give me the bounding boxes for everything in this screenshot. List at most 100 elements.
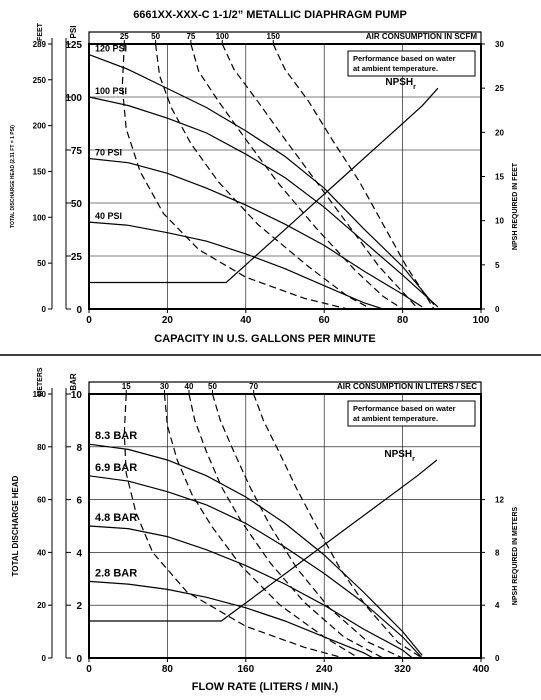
left-outer-tick-label: 40	[37, 548, 46, 557]
air-curve-75	[190, 43, 403, 310]
x-tick-label: 80	[162, 664, 174, 675]
npsh-label: NPSHr	[384, 449, 415, 463]
series-label: 6.9 BAR	[95, 462, 137, 474]
top-tick-label: 75	[186, 32, 195, 41]
right-tick-label: 12	[495, 496, 504, 505]
right-tick-label: 5	[495, 261, 500, 270]
top-tick-label: 30	[160, 382, 169, 391]
left-outer-tick-label: 100	[33, 390, 47, 399]
series-label: 120 PSI	[95, 44, 127, 54]
x-axis-label: FLOW RATE (LITERS / MIN.)	[192, 681, 339, 693]
right-axis-label: NPSH REQUIRED IN METERS	[512, 506, 519, 605]
left-outer-tick-label: 80	[37, 443, 46, 452]
series-line-40-psi	[88, 221, 384, 310]
npsh-label-subscript: r	[413, 84, 416, 91]
series-label: 40 PSI	[95, 211, 122, 221]
left-inner-tick-label: 0	[76, 654, 82, 665]
left-inner-unit-label: BAR	[69, 373, 78, 391]
x-tick-label: 20	[162, 315, 174, 326]
left-outer-tick-label: 100	[33, 213, 47, 222]
chart-metric-units: 15 30 40 50 70 AIR CONSUMPTION IN LITERS / SE…	[11, 367, 519, 693]
left-inner-tick-label: 25	[71, 252, 83, 263]
air-curve-50	[211, 393, 403, 659]
left-outer-tick-label: 0	[42, 305, 47, 314]
left-outer-tick-label: 150	[33, 167, 47, 176]
series-line-70-psi	[88, 157, 423, 308]
left-inner-tick-label: 100	[65, 93, 82, 104]
left-outer-tick-label: 20	[37, 601, 46, 610]
right-tick-label: 0	[495, 305, 500, 314]
plot-frame	[88, 393, 482, 659]
left-inner-unit-label: PSI	[69, 26, 78, 39]
air-curve-70	[253, 393, 423, 659]
series-line-6.9-bar	[88, 475, 423, 659]
npsh-label: NPSHr	[385, 77, 416, 91]
top-tick-label: 50	[208, 382, 217, 391]
top-tick-label: 100	[216, 32, 230, 41]
right-tick-label: 20	[495, 128, 504, 137]
series-line-100-psi	[88, 96, 439, 308]
right-tick-label: 0	[495, 654, 500, 663]
top-axis-label: AIR CONSUMPTION IN SCFM	[366, 32, 477, 41]
left-inner-tick-label: 4	[76, 548, 82, 559]
x-tick-label: 100	[473, 315, 490, 326]
left-outer-axis-label: TOTAL DISCHARGE HEAD	[11, 475, 20, 576]
top-tick-label: 70	[249, 382, 258, 391]
series-label: 2.8 BAR	[95, 567, 137, 579]
npsh-curve	[89, 87, 439, 284]
left-outer-tick-label: 200	[33, 122, 47, 131]
x-tick-label: 320	[394, 664, 411, 675]
air-curve-30	[163, 393, 359, 659]
note-text: at ambient temperature.	[353, 414, 438, 423]
left-outer-unit-label: FEET	[37, 22, 44, 41]
top-tick-label: 50	[151, 32, 160, 41]
top-axis-label: AIR CONSUMPTION IN LITERS / SEC	[337, 382, 477, 391]
air-curve-50	[155, 43, 372, 310]
note-text: at ambient temperature.	[353, 64, 438, 73]
left-inner-tick-label: 6	[76, 496, 82, 507]
x-tick-label: 160	[237, 664, 254, 675]
note-box	[347, 50, 476, 77]
x-tick-label: 60	[319, 315, 331, 326]
air-curve-40	[188, 393, 384, 659]
top-tick-label: 15	[122, 382, 131, 391]
npsh-curve	[89, 459, 438, 622]
left-outer-tick-label: 60	[37, 496, 46, 505]
note-text: Performance based on water	[353, 54, 456, 63]
right-tick-label: 10	[495, 217, 504, 226]
left-inner-tick-label: 2	[76, 601, 82, 612]
note-box	[347, 400, 476, 427]
left-inner-tick-label: 50	[71, 199, 83, 210]
series-label: 100 PSI	[95, 86, 127, 96]
x-tick-label: 0	[86, 315, 92, 326]
left-inner-tick-label: 75	[71, 146, 83, 157]
left-inner-tick-label: 0	[76, 305, 82, 316]
left-inner-tick-label: 125	[65, 40, 82, 51]
series-line-8.3-bar	[88, 443, 423, 656]
series-label: 70 PSI	[95, 147, 122, 157]
x-tick-label: 40	[240, 315, 252, 326]
left-outer-tick-label: 0	[42, 654, 47, 663]
series-label: 4.8 BAR	[95, 512, 137, 524]
right-axis-label: NPSH REQUIRED IN FEET	[512, 162, 519, 250]
left-inner-tick-label: 10	[71, 390, 83, 401]
top-tick-label: 40	[185, 382, 194, 391]
air-curve-25	[121, 43, 348, 310]
series-line-4.8-bar	[88, 525, 413, 659]
chart-us-units: 6661XX-XXX-C 1-1/2” METALLIC DIAPHRAGM P…	[10, 9, 519, 345]
x-tick-label: 80	[397, 315, 409, 326]
left-outer-tick-label: 250	[33, 76, 47, 85]
right-tick-label: 25	[495, 84, 504, 93]
npsh-label-subscript: r	[412, 456, 415, 463]
x-axis-label: CAPACITY IN U.S. GALLONS PER MINUTE	[154, 333, 375, 345]
left-outer-tick-label: 289	[33, 40, 47, 49]
left-inner-tick-label: 8	[76, 443, 82, 454]
left-outer-axis-label: TOTAL DISCHARGE HEAD (2.31 FT = 1 PSI)	[10, 125, 16, 228]
x-tick-label: 0	[86, 664, 92, 675]
right-tick-label: 8	[495, 548, 500, 557]
air-curve-15	[123, 393, 344, 659]
series-label: 8.3 BAR	[95, 430, 137, 442]
note-text: Performance based on water	[353, 404, 456, 413]
x-tick-label: 400	[473, 664, 490, 675]
